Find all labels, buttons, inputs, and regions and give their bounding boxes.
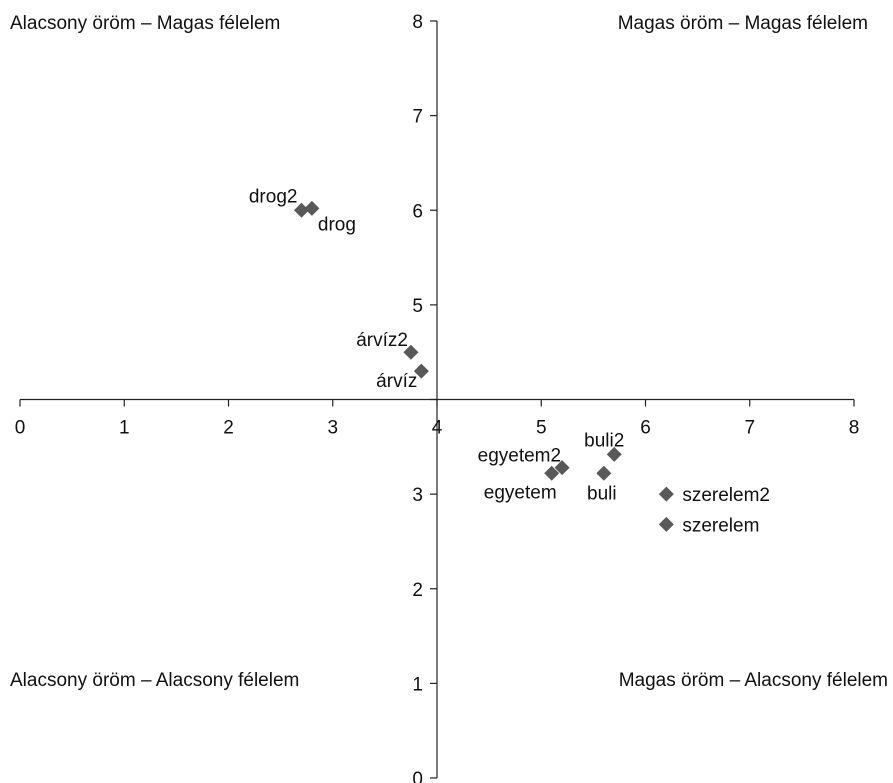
data-point bbox=[658, 516, 674, 532]
data-point bbox=[606, 446, 622, 462]
x-tick-label: 2 bbox=[223, 418, 234, 439]
x-tick-label: 4 bbox=[432, 418, 443, 439]
data-point-label: árvíz bbox=[376, 371, 417, 392]
quadrant-label-bottom-right: Magas öröm – Alacsony félelem bbox=[619, 670, 888, 691]
y-tick-label: 3 bbox=[412, 485, 423, 506]
data-points: drog2 drog árvíz2 árvíz egyetem2 egyetem buli2… bbox=[249, 186, 770, 536]
y-tick-label: 2 bbox=[412, 580, 423, 601]
x-tick-label: 5 bbox=[536, 418, 547, 439]
y-tick-label: 1 bbox=[412, 674, 423, 695]
data-point bbox=[554, 460, 570, 476]
x-tick-label: 0 bbox=[15, 418, 26, 439]
y-tick-label: 6 bbox=[412, 201, 423, 222]
x-tick-label: 7 bbox=[744, 418, 755, 439]
data-point bbox=[544, 465, 560, 481]
data-point-label: szerelem2 bbox=[682, 485, 770, 506]
data-point bbox=[658, 486, 674, 502]
data-point-label: drog2 bbox=[249, 186, 298, 207]
quadrant-labels: Alacsony öröm – Magas félelem Magas öröm… bbox=[10, 13, 888, 691]
quadrant-label-bottom-left: Alacsony öröm – Alacsony félelem bbox=[10, 670, 299, 691]
data-point bbox=[596, 465, 612, 481]
data-point-label: drog bbox=[318, 214, 356, 235]
data-point-label: árvíz2 bbox=[356, 330, 408, 351]
y-tick-label: 7 bbox=[412, 107, 423, 128]
data-point-label: szerelem bbox=[682, 515, 759, 536]
x-tick-label: 6 bbox=[640, 418, 651, 439]
data-point bbox=[403, 344, 419, 360]
tick-labels: 0 1 2 3 4 5 6 7 8 0 1 2 3 5 6 7 8 bbox=[15, 12, 860, 783]
x-tick-label: 8 bbox=[849, 418, 860, 439]
data-point bbox=[413, 363, 429, 379]
axes bbox=[19, 20, 855, 779]
data-point bbox=[304, 200, 320, 216]
data-point-label: buli2 bbox=[584, 430, 624, 451]
quadrant-label-top-right: Magas öröm – Magas félelem bbox=[618, 13, 868, 34]
y-tick-label: 8 bbox=[412, 12, 423, 33]
data-point-label: egyetem2 bbox=[478, 446, 561, 467]
data-point-label: buli bbox=[587, 483, 617, 504]
quadrant-label-top-left: Alacsony öröm – Magas félelem bbox=[10, 13, 280, 34]
y-tick-label: 5 bbox=[412, 296, 423, 317]
x-tick-label: 1 bbox=[119, 418, 130, 439]
data-point-label: egyetem bbox=[484, 482, 557, 503]
y-tick-label: 0 bbox=[412, 769, 423, 783]
data-point bbox=[293, 202, 309, 218]
x-tick-label: 3 bbox=[327, 418, 338, 439]
